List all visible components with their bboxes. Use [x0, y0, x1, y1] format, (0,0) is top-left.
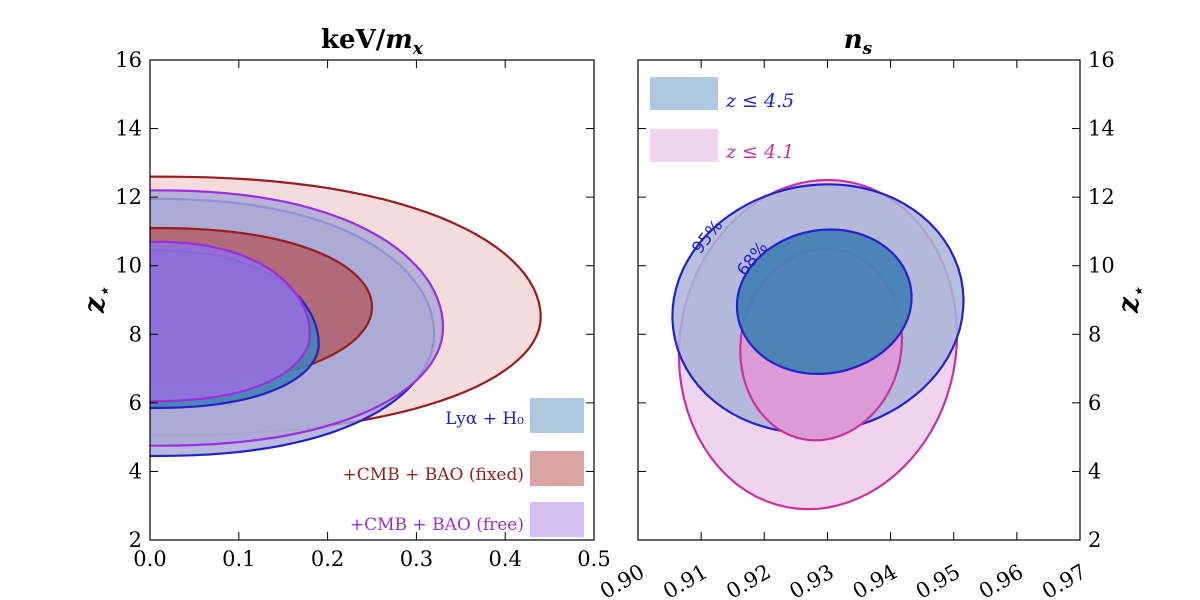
legend-label: z ≤ 4.5	[725, 90, 794, 112]
legend-swatch	[650, 129, 718, 162]
right-ylabel: z⋆	[1112, 286, 1148, 314]
left-panel: 0.0 0.1 0.2 0.3 0.4 0.5 2 4 6 8 10 12 14 16 keV/mx z⋆…	[78, 25, 611, 571]
x-tick-label: 0.93	[785, 560, 838, 600]
y-tick-label: 6	[1088, 391, 1101, 415]
left-contour-2-68%	[150, 240, 311, 403]
legend-label: Lyα + H₀	[445, 409, 524, 429]
legend-swatch	[530, 451, 584, 486]
y-tick-label: 8	[1088, 322, 1101, 346]
x-tick-label: 0.94	[849, 560, 902, 600]
x-tick-label: 0.0	[133, 547, 166, 571]
legend-label: +CMB + BAO (fixed)	[343, 465, 524, 485]
x-tick-label: 0.97	[1038, 560, 1091, 600]
y-tick-label: 4	[129, 459, 142, 483]
legend-label: z ≤ 4.1	[725, 141, 794, 163]
y-tick-label: 12	[1088, 185, 1115, 209]
x-tick-label: 0.5	[577, 547, 610, 571]
left-ticks: 0.0 0.1 0.2 0.3 0.4 0.5 2 4 6 8 10 12 14 16	[115, 48, 610, 571]
y-tick-label: 10	[115, 254, 142, 278]
y-tick-label: 10	[1088, 254, 1115, 278]
right-legend: z ≤ 4.5 z ≤ 4.1	[650, 77, 794, 163]
x-tick-label: 0.1	[222, 547, 255, 571]
y-tick-label: 6	[129, 391, 142, 415]
left-ylabel: z⋆	[78, 286, 114, 314]
x-tick-label: 0.3	[400, 547, 433, 571]
right-contour-1-68%	[735, 228, 913, 376]
legend-swatch	[530, 502, 584, 537]
right-ticks: 0.90 0.91 0.92 0.93 0.94 0.95 0.96 0.9724681012…	[596, 48, 1115, 600]
x-tick-label: 0.91	[659, 560, 712, 600]
left-contours	[150, 175, 542, 458]
legend-swatch	[650, 77, 718, 110]
x-tick-label: 0.96	[975, 560, 1028, 600]
x-tick-label: 0.95	[912, 560, 965, 600]
y-tick-label: 2	[129, 528, 142, 552]
y-tick-label: 14	[1088, 117, 1115, 141]
right-title: ns	[844, 25, 873, 59]
left-title: keV/mx	[321, 25, 424, 59]
y-tick-label: 14	[115, 117, 142, 141]
y-tick-label: 16	[115, 48, 142, 72]
legend-label: +CMB + BAO (free)	[350, 515, 524, 535]
right-panel: 0.90 0.91 0.92 0.93 0.94 0.95 0.96 0.9724681012…	[596, 25, 1148, 600]
y-tick-label: 4	[1088, 459, 1101, 483]
x-tick-label: 0.92	[722, 560, 775, 600]
right-contours	[671, 178, 965, 511]
y-tick-label: 12	[115, 185, 142, 209]
left-axes-frame	[149, 59, 595, 541]
y-tick-label: 8	[129, 322, 142, 346]
left-legend: Lyα + H₀ +CMB + BAO (fixed) +CMB + BAO (fr…	[343, 398, 584, 537]
y-tick-label: 16	[1088, 48, 1115, 72]
x-tick-label: 0.2	[311, 547, 344, 571]
legend-swatch	[530, 398, 584, 433]
right-axes-frame	[637, 59, 1081, 541]
y-tick-label: 2	[1088, 528, 1101, 552]
x-tick-label: 0.4	[488, 547, 521, 571]
